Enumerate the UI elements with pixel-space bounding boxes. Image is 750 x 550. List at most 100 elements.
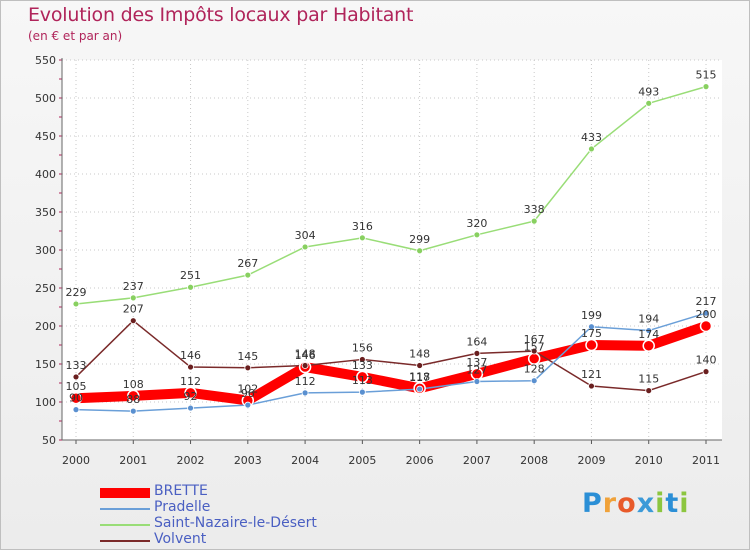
data-label: 164 [466,335,487,348]
data-point [702,309,710,317]
x-tick-label: 2005 [348,454,376,467]
data-point [588,323,595,331]
data-point [356,370,369,384]
data-point [588,145,595,153]
logo-letter: t [665,488,680,519]
logo-letter: o [617,488,637,519]
legend-item-saint-nazaire: Saint-Nazaire-le-Désert [100,515,360,533]
data-label: 194 [638,313,659,326]
x-tick-label: 2008 [520,454,548,467]
logo-letter: i [679,488,690,519]
data-point [358,388,366,396]
x-tick-label: 2009 [577,454,605,467]
legend-swatch-volvent [100,540,150,542]
data-label: 112 [295,375,316,388]
data-label: 251 [180,269,201,282]
data-label: 156 [352,341,373,354]
data-label: 320 [466,217,487,230]
data-point [72,300,80,308]
data-label: 237 [123,280,144,293]
data-point [585,338,598,352]
data-label: 145 [237,350,258,363]
plot-area [62,60,722,440]
y-tick-label: 200 [35,320,56,333]
data-point [530,217,538,225]
data-label: 217 [696,295,717,308]
data-label: 115 [638,373,659,386]
data-label: 121 [581,368,602,381]
data-point [645,99,653,107]
data-point [244,271,252,279]
data-point [699,319,713,333]
logo-letter: P [582,488,603,519]
data-point [642,339,655,353]
data-label: 118 [409,370,430,383]
y-tick-label: 50 [42,434,56,447]
logo-letter: r [602,488,618,519]
x-tick-label: 2003 [234,454,262,467]
data-point [416,385,424,393]
chart-subtitle: (en € et par an) [28,29,123,43]
data-label: 167 [524,333,545,346]
data-point [645,327,653,334]
data-label: 108 [123,378,144,391]
data-point [187,283,194,291]
legend-label-volvent: Volvent [154,531,207,547]
data-label: 207 [123,303,144,316]
data-point [530,347,538,355]
data-label: 515 [696,69,717,82]
data-label: 199 [581,309,602,322]
x-tick-label: 2010 [635,454,663,467]
x-tick-label: 2007 [463,454,491,467]
data-label: 229 [66,286,87,299]
legend-swatch-brette [100,488,150,498]
data-point [588,382,595,390]
y-tick-label: 300 [35,244,56,257]
logo-letter: i [655,488,666,519]
data-label: 493 [638,85,659,98]
chart-title: Evolution des Impôts locaux par Habitant [28,4,414,26]
data-label: 316 [352,220,373,233]
legend-label-pradelle: Pradelle [154,499,211,515]
x-tick-label: 2000 [62,454,90,467]
data-point [473,231,481,239]
data-point [358,234,366,242]
data-label: 174 [638,328,659,341]
legend-label-saint-nazaire: Saint-Nazaire-le-Désert [154,515,317,531]
legend-swatch-saint-nazaire [100,524,150,526]
series-line-pradelle [75,312,707,412]
data-label: 133 [352,359,373,372]
x-tick-label: 2001 [119,454,147,467]
data-point [416,362,424,369]
data-label: 175 [581,327,602,340]
data-point [129,407,137,415]
data-point [129,294,137,302]
data-label: 304 [295,229,316,242]
data-point [244,364,252,372]
data-label: 299 [409,233,430,246]
data-point [702,83,710,90]
data-point [72,373,80,381]
data-label: 88 [126,393,140,406]
data-point [127,389,140,403]
data-label: 96 [241,387,255,400]
data-point [702,368,710,376]
data-label: 128 [524,363,545,376]
data-point [129,317,137,325]
data-point [72,406,80,414]
data-label: 137 [466,356,487,369]
data-point [301,389,309,397]
data-label: 92 [184,390,198,403]
data-point [530,377,538,385]
legend-item-brette: BRETTE [100,483,360,501]
legend-label-brette: BRETTE [154,483,208,499]
data-label: 113 [352,374,373,387]
legend-item-volvent: Volvent [100,531,360,549]
data-label: 338 [524,203,545,216]
data-point [187,363,194,371]
data-label: 102 [237,382,258,395]
chart-legend: BRETTE Pradelle Saint-Nazaire-le-Désert … [100,483,360,549]
data-point [358,356,366,363]
data-point [301,362,309,369]
data-point [301,243,309,251]
